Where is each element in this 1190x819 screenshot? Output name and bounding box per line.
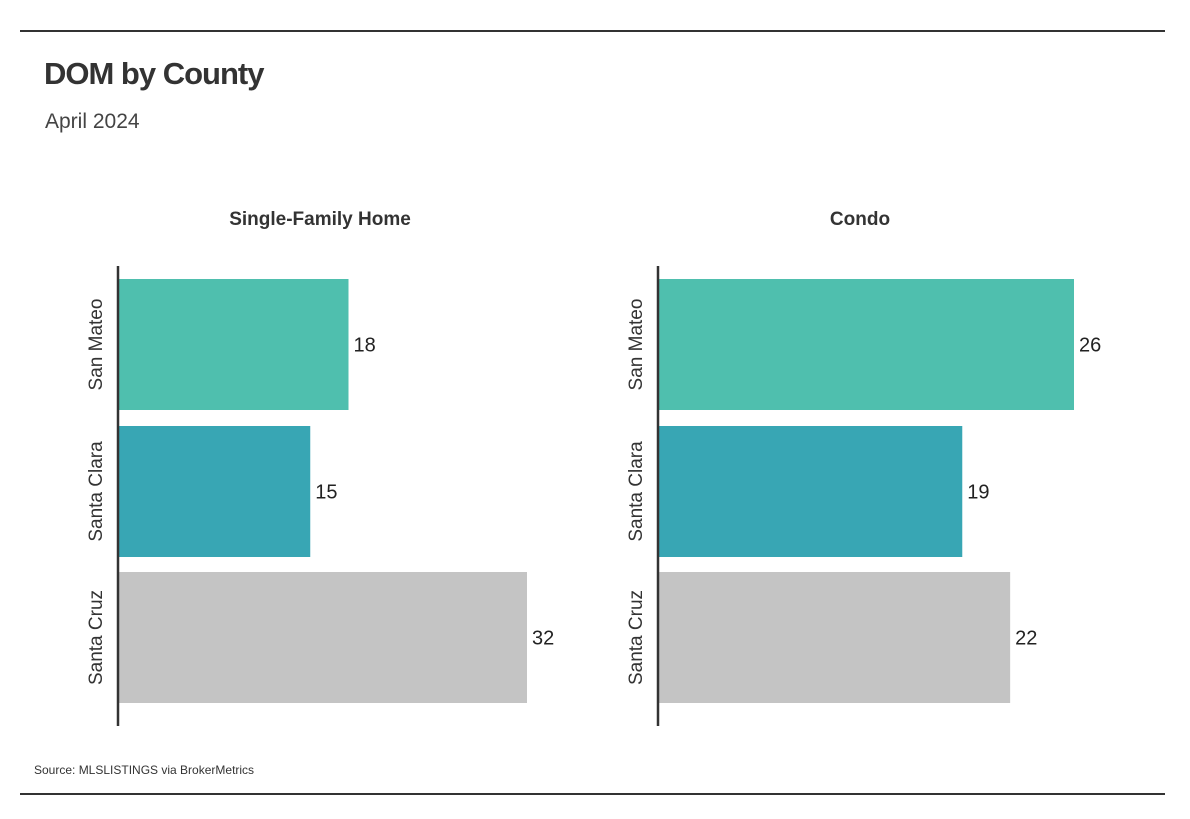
value-label-san-mateo: 18 [354,335,376,357]
top-rule [20,30,1165,32]
bar-santa-clara [119,426,311,557]
bar-santa-cruz [119,572,527,703]
panel-title: Condo [830,209,890,230]
panel-title: Single-Family Home [229,209,411,230]
value-label-santa-clara: 15 [315,482,337,504]
value-label-santa-clara: 19 [967,482,989,504]
bottom-rule [20,793,1165,795]
panel-single-family: Single-Family Home 18 San Mateo 15 Santa Cla… [86,209,554,726]
category-label-santa-cruz: Santa Cruz [626,590,647,685]
bar-san-mateo [119,279,349,410]
chart-subtitle: April 2024 [45,110,140,133]
value-label-santa-cruz: 32 [532,628,554,650]
bar-san-mateo [659,279,1074,410]
panel-condo: Condo 26 San Mateo 19 Santa Clara 22 Santa Cru… [626,209,1101,726]
category-label-san-mateo: San Mateo [626,299,647,391]
category-label-san-mateo: San Mateo [86,299,107,391]
category-label-santa-cruz: Santa Cruz [86,590,107,685]
bar-santa-cruz [659,572,1011,703]
value-label-san-mateo: 26 [1079,335,1101,357]
chart-title: DOM by County [44,56,264,91]
category-label-santa-clara: Santa Clara [626,441,647,542]
source-note: Source: MLSLISTINGS via BrokerMetrics [34,763,255,777]
bar-santa-clara [659,426,963,557]
value-label-santa-cruz: 22 [1015,628,1037,650]
category-label-santa-clara: Santa Clara [86,441,107,542]
